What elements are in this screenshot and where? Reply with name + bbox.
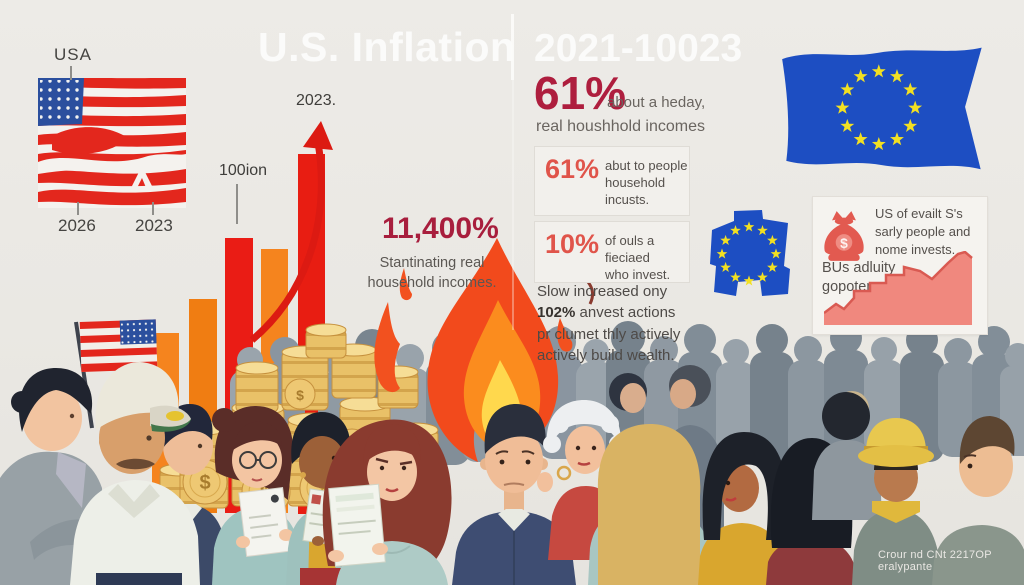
person-man-right [932,416,1024,585]
usa-pointer-line [70,66,72,80]
stat-box-2: 10% of ouls a fieciaed who invest. [534,221,690,283]
svg-text:$: $ [199,472,210,494]
person-man-fire [452,404,576,585]
lead-stat-sub: real houshhold incomes [536,118,705,135]
person-man-white-cap [70,362,200,585]
stat-box-1: 61% abut to people household incusts. [534,146,690,216]
person-woman-blonde-back [588,424,712,585]
growth-arrow-head [303,121,333,150]
money-bag-icon: $ [824,211,864,261]
year-left-line [77,202,79,215]
stat-box-2-value: 10% [545,229,600,259]
page-period: 2021-10023 [534,27,743,70]
svg-text:$: $ [840,236,848,251]
stat-box-1-value: 61% [545,154,600,184]
axis-pointer-line [236,184,238,224]
us-flag-distorted-icon [38,78,186,208]
headline-stat-value: 11,400% [382,212,499,245]
headline-stat-caption: Stantinating real household incomes. [367,255,497,291]
stats-paragraph: Slow increased ony 102% anvest actions p… [537,283,681,364]
person-straw-hat [852,418,940,585]
footer-note: Crour nd CNt 2217OP eralypante [878,549,992,573]
growth-arrow-icon [249,141,325,343]
stat-box-2-text: of ouls a fieciaed who invest. [605,233,671,282]
flag-year-left: 2026 [58,216,96,235]
flag-year-right: 2023 [135,216,173,235]
eu-emblem-fragment-icon [710,210,790,296]
svg-text:$: $ [296,387,304,403]
svg-text:$: $ [316,478,327,500]
column-divider [512,80,514,330]
eu-flag-icon [782,47,982,170]
mini-area-chart [824,251,973,325]
usa-label: USA [54,45,92,64]
lead-stat-inline: about a heday, [607,94,706,111]
bar-axis-label: 100ion [219,162,268,179]
person-woman-auburn [322,419,452,585]
year-right-line [152,202,154,215]
lead-stat-value: 61% [534,67,627,119]
stat-box-1-text: abut to people household incusts. [605,158,688,207]
person-woman-yellow [698,432,789,585]
bar-peak-label: 2023. [296,92,337,109]
investing-info-card: $ US of evailt S's sarly people and nome… [812,196,988,335]
person-woman-glasses [212,406,300,585]
header-divider [511,14,514,80]
page-title: U.S. Inflation [258,24,516,70]
card-text-1: US of evailt S's sarly people and nome i… [875,206,971,257]
